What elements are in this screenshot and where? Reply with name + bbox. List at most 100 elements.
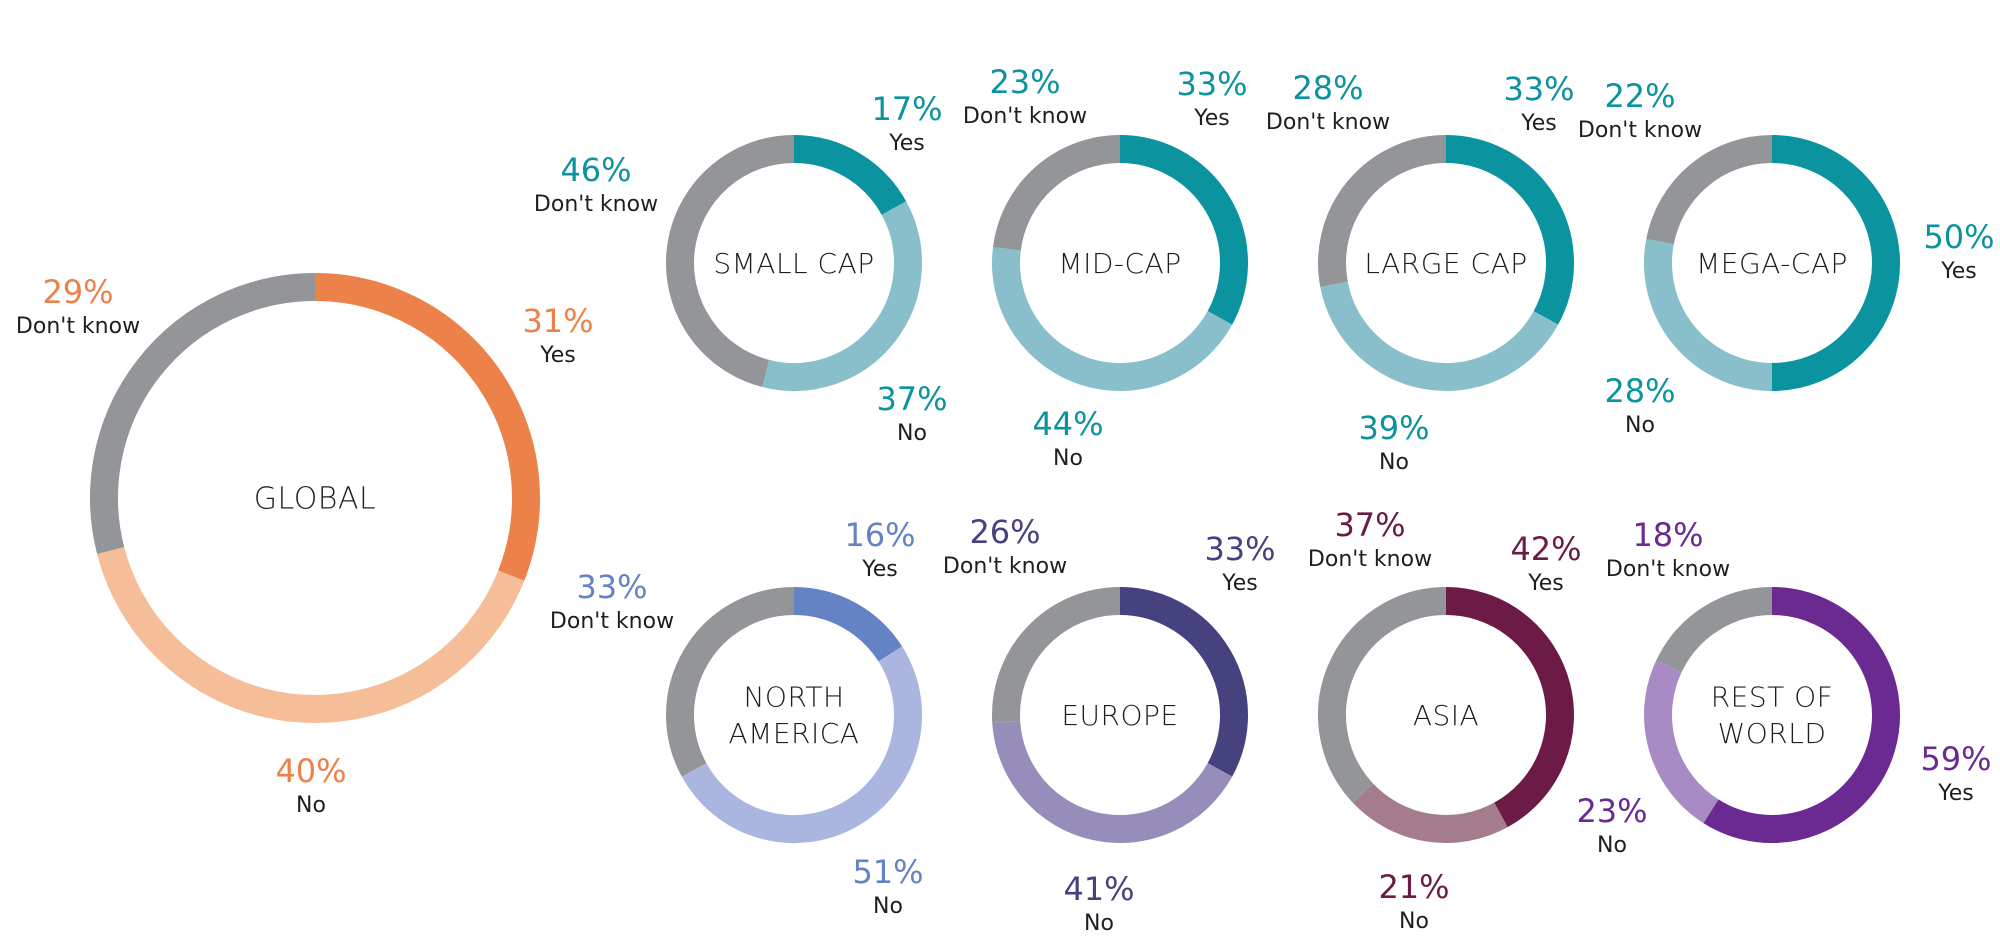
slice-mid-cap-no xyxy=(992,246,1233,391)
pct-label-mid-cap-yes: 33% xyxy=(1176,65,1247,103)
category-label-asia-no: No xyxy=(1399,909,1429,934)
donut-small-cap: SMALL CAP 17% Yes 37% No 46% Don't know xyxy=(534,90,948,446)
slice-north-america-dont-know xyxy=(666,587,795,777)
donut-title-asia: ASIA xyxy=(1413,699,1479,732)
slice-north-america-no xyxy=(681,646,922,844)
slice-rest-of-world-no xyxy=(1644,660,1719,824)
pct-label-north-america-yes: 16% xyxy=(844,516,915,554)
slice-mega-cap-no xyxy=(1644,239,1773,391)
category-label-mid-cap-no: No xyxy=(1053,446,1083,471)
pct-label-asia-no: 21% xyxy=(1378,868,1449,906)
slice-mega-cap-yes xyxy=(1771,135,1900,391)
donut-global: GLOBAL 31% Yes 40% No 29% Don't know xyxy=(16,273,594,818)
pct-label-europe-yes: 33% xyxy=(1204,530,1275,568)
slice-large-cap-no xyxy=(1320,281,1559,391)
category-label-europe-dont-know: Don't know xyxy=(943,554,1067,579)
slice-small-cap-dont-know xyxy=(666,135,795,387)
category-label-mid-cap-yes: Yes xyxy=(1193,106,1230,131)
category-label-rest-of-world-yes: Yes xyxy=(1937,781,1974,806)
pct-label-rest-of-world-dont-know: 18% xyxy=(1632,516,1703,554)
pct-label-north-america-no: 51% xyxy=(852,853,923,891)
pct-label-small-cap-no: 37% xyxy=(876,380,947,418)
slice-small-cap-yes xyxy=(793,135,907,216)
donut-rest-of-world: REST OF WORLD 59% Yes 23% No 18% Don't know xyxy=(1576,516,1991,858)
category-label-asia-dont-know: Don't know xyxy=(1308,547,1432,572)
donut-title-north-america: NORTH AMERICA xyxy=(729,681,860,750)
pct-label-mega-cap-dont-know: 22% xyxy=(1604,77,1675,115)
pct-label-mega-cap-no: 28% xyxy=(1604,372,1675,410)
slice-global-yes xyxy=(314,273,540,581)
slice-rest-of-world-dont-know xyxy=(1656,587,1773,673)
slice-north-america-yes xyxy=(793,587,903,662)
slice-small-cap-no xyxy=(762,201,922,391)
category-label-global-no: No xyxy=(296,793,326,818)
category-label-mega-cap-yes: Yes xyxy=(1940,259,1977,284)
pct-label-europe-no: 41% xyxy=(1063,870,1134,908)
slice-mega-cap-dont-know xyxy=(1646,135,1773,245)
category-label-large-cap-dont-know: Don't know xyxy=(1266,110,1390,135)
pct-label-mid-cap-no: 44% xyxy=(1032,405,1103,443)
category-label-north-america-no: No xyxy=(873,894,903,919)
slice-europe-no xyxy=(992,721,1233,844)
slice-europe-dont-know xyxy=(992,587,1121,724)
donut-europe: EUROPE 33% Yes 41% No 26% Don't know xyxy=(943,513,1276,936)
slice-large-cap-dont-know xyxy=(1318,135,1447,287)
donut-title-mega-cap: MEGA-CAP xyxy=(1696,247,1848,280)
donut-mega-cap: MEGA-CAP 50% Yes 28% No 22% Don't know xyxy=(1578,77,1995,438)
category-label-large-cap-no: No xyxy=(1379,450,1409,475)
donut-north-america: NORTH AMERICA 16% Yes 51% No 33% Don't know xyxy=(550,516,924,919)
category-label-mega-cap-dont-know: Don't know xyxy=(1578,118,1702,143)
pct-label-large-cap-dont-know: 28% xyxy=(1292,69,1363,107)
slice-rest-of-world-yes xyxy=(1703,587,1900,843)
slice-global-no xyxy=(97,546,525,723)
donut-title-rest-of-world: REST OF WORLD xyxy=(1711,681,1834,750)
pct-label-mega-cap-yes: 50% xyxy=(1923,218,1994,256)
category-label-europe-yes: Yes xyxy=(1221,571,1258,596)
category-label-rest-of-world-no: No xyxy=(1597,833,1627,858)
category-label-small-cap-dont-know: Don't know xyxy=(534,192,658,217)
donut-title-europe: EUROPE xyxy=(1061,699,1178,732)
pct-label-north-america-dont-know: 33% xyxy=(576,568,647,606)
slice-mid-cap-dont-know xyxy=(993,135,1121,251)
slice-europe-yes xyxy=(1119,587,1248,777)
category-label-small-cap-yes: Yes xyxy=(888,131,925,156)
slice-mid-cap-yes xyxy=(1119,135,1248,325)
donut-title-global: GLOBAL xyxy=(254,482,376,517)
pct-label-asia-dont-know: 37% xyxy=(1334,506,1405,544)
category-label-asia-yes: Yes xyxy=(1527,571,1564,596)
slice-global-dont-know xyxy=(90,273,316,554)
category-label-north-america-dont-know: Don't know xyxy=(550,609,674,634)
category-label-mega-cap-no: No xyxy=(1625,413,1655,438)
slice-asia-yes xyxy=(1445,587,1574,828)
pct-label-small-cap-dont-know: 46% xyxy=(560,151,631,189)
pct-label-global-yes: 31% xyxy=(522,302,593,340)
category-label-rest-of-world-dont-know: Don't know xyxy=(1606,557,1730,582)
donut-title-mid-cap: MID-CAP xyxy=(1058,247,1181,280)
category-label-europe-no: No xyxy=(1084,911,1114,936)
slice-asia-no xyxy=(1352,783,1508,843)
pct-label-rest-of-world-no: 23% xyxy=(1576,792,1647,830)
pct-label-mid-cap-dont-know: 23% xyxy=(989,63,1060,101)
pct-label-rest-of-world-yes: 59% xyxy=(1920,740,1991,778)
category-label-large-cap-yes: Yes xyxy=(1520,111,1557,136)
category-label-small-cap-no: No xyxy=(897,421,927,446)
pct-label-small-cap-yes: 17% xyxy=(871,90,942,128)
pct-label-asia-yes: 42% xyxy=(1510,530,1581,568)
pct-label-europe-dont-know: 26% xyxy=(969,513,1040,551)
pct-label-large-cap-yes: 33% xyxy=(1503,70,1574,108)
donut-large-cap: LARGE CAP 33% Yes 39% No 28% Don't know xyxy=(1266,69,1575,475)
slice-asia-dont-know xyxy=(1318,587,1447,803)
category-label-mid-cap-dont-know: Don't know xyxy=(963,104,1087,129)
category-label-north-america-yes: Yes xyxy=(861,557,898,582)
donut-title-small-cap: SMALL CAP xyxy=(713,247,874,280)
pct-label-global-no: 40% xyxy=(275,752,346,790)
donut-mid-cap: MID-CAP 33% Yes 44% No 23% Don't know xyxy=(963,63,1248,471)
donut-title-large-cap: LARGE CAP xyxy=(1364,247,1527,280)
category-label-global-yes: Yes xyxy=(539,343,576,368)
slice-large-cap-yes xyxy=(1445,135,1574,325)
donut-asia: ASIA 42% Yes 21% No 37% Don't know xyxy=(1308,506,1582,934)
pct-label-large-cap-no: 39% xyxy=(1358,409,1429,447)
category-label-global-dont-know: Don't know xyxy=(16,314,140,339)
pct-label-global-dont-know: 29% xyxy=(42,273,113,311)
